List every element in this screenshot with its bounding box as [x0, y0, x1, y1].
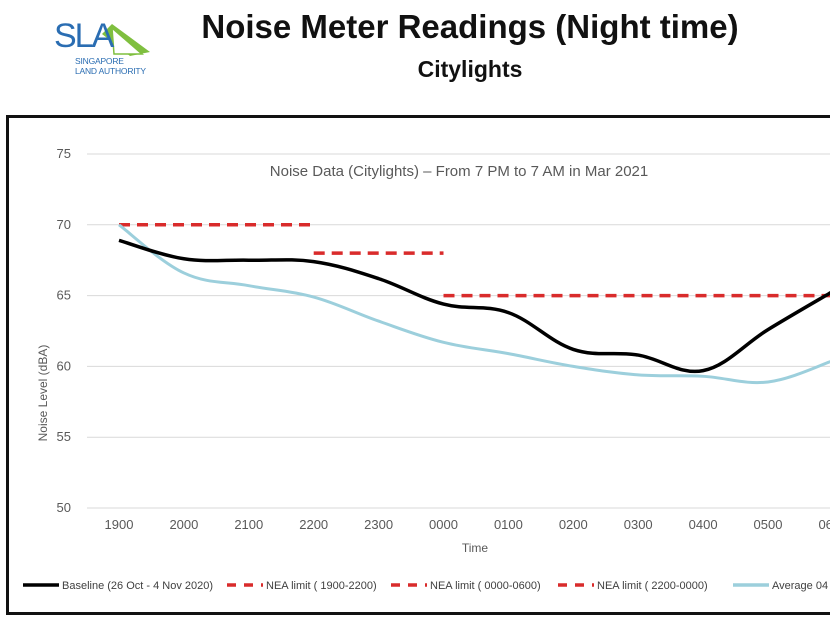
y-tick-label: 60: [57, 358, 71, 373]
x-tick-label: 0200: [559, 517, 588, 532]
series-lines: [118, 223, 830, 385]
sla-logo: SLA: [52, 14, 162, 84]
x-tick-label: 0600: [818, 517, 830, 532]
logo-subtext-line1: SINGAPORE: [75, 56, 124, 66]
y-tick-labels: 50 55 60 65 70 75: [57, 146, 71, 515]
logo-triangle-light: [111, 26, 145, 55]
legend-label: NEA limit ( 0000-0600): [430, 580, 541, 592]
x-tick-label: 1900: [105, 517, 134, 532]
legend-label: NEA limit ( 1900-2200): [266, 580, 377, 592]
x-tick-label: 0300: [624, 517, 653, 532]
y-tick-label: 55: [57, 429, 71, 444]
legend-label: Baseline (26 Oct - 4 Nov 2020): [62, 580, 213, 592]
noise-line-chart: Noise Data (Citylights) – From 7 PM to 7…: [23, 146, 830, 592]
x-tick-label: 2300: [364, 517, 393, 532]
series-line-baseline: [118, 238, 830, 374]
logo-subtext-line2: LAND AUTHORITY: [75, 66, 146, 76]
x-tick-label: 0100: [494, 517, 523, 532]
gridlines: [87, 153, 830, 509]
legend-label: Average 04 -: [772, 580, 830, 592]
x-tick-label: 0500: [754, 517, 783, 532]
x-axis-label: Time: [462, 541, 489, 555]
series-line-average: [118, 223, 830, 385]
y-tick-label: 50: [57, 500, 71, 515]
x-tick-label: 0400: [689, 517, 718, 532]
y-axis-label: Noise Level (dBA): [36, 345, 50, 442]
logo-text: SLA: [54, 17, 115, 55]
y-tick-label: 75: [57, 146, 71, 161]
legend: Baseline (26 Oct - 4 Nov 2020) NEA limit …: [23, 580, 830, 592]
sla-logo-graphic: SLA: [54, 17, 150, 56]
x-tick-label: 2200: [299, 517, 328, 532]
x-tick-labels: 1900 2000 2100 2200 2300 0000 0100 0200 0300 0400…: [105, 517, 830, 532]
logo-subtext: SINGAPORE LAND AUTHORITY: [75, 56, 146, 76]
legend-label: NEA limit ( 2200-0000): [597, 580, 708, 592]
x-tick-label: 2100: [234, 517, 263, 532]
chart-frame: Noise Data (Citylights) – From 7 PM to 7…: [6, 115, 830, 615]
page-subtitle: Citylights: [417, 56, 523, 82]
x-tick-label: 0000: [429, 517, 458, 532]
x-tick-label: 2000: [169, 517, 198, 532]
chart-title: Noise Data (Citylights) – From 7 PM to 7…: [270, 163, 648, 180]
y-tick-label: 65: [57, 288, 71, 303]
page-title: Noise Meter Readings (Night time): [201, 8, 739, 45]
y-tick-label: 70: [57, 217, 71, 232]
